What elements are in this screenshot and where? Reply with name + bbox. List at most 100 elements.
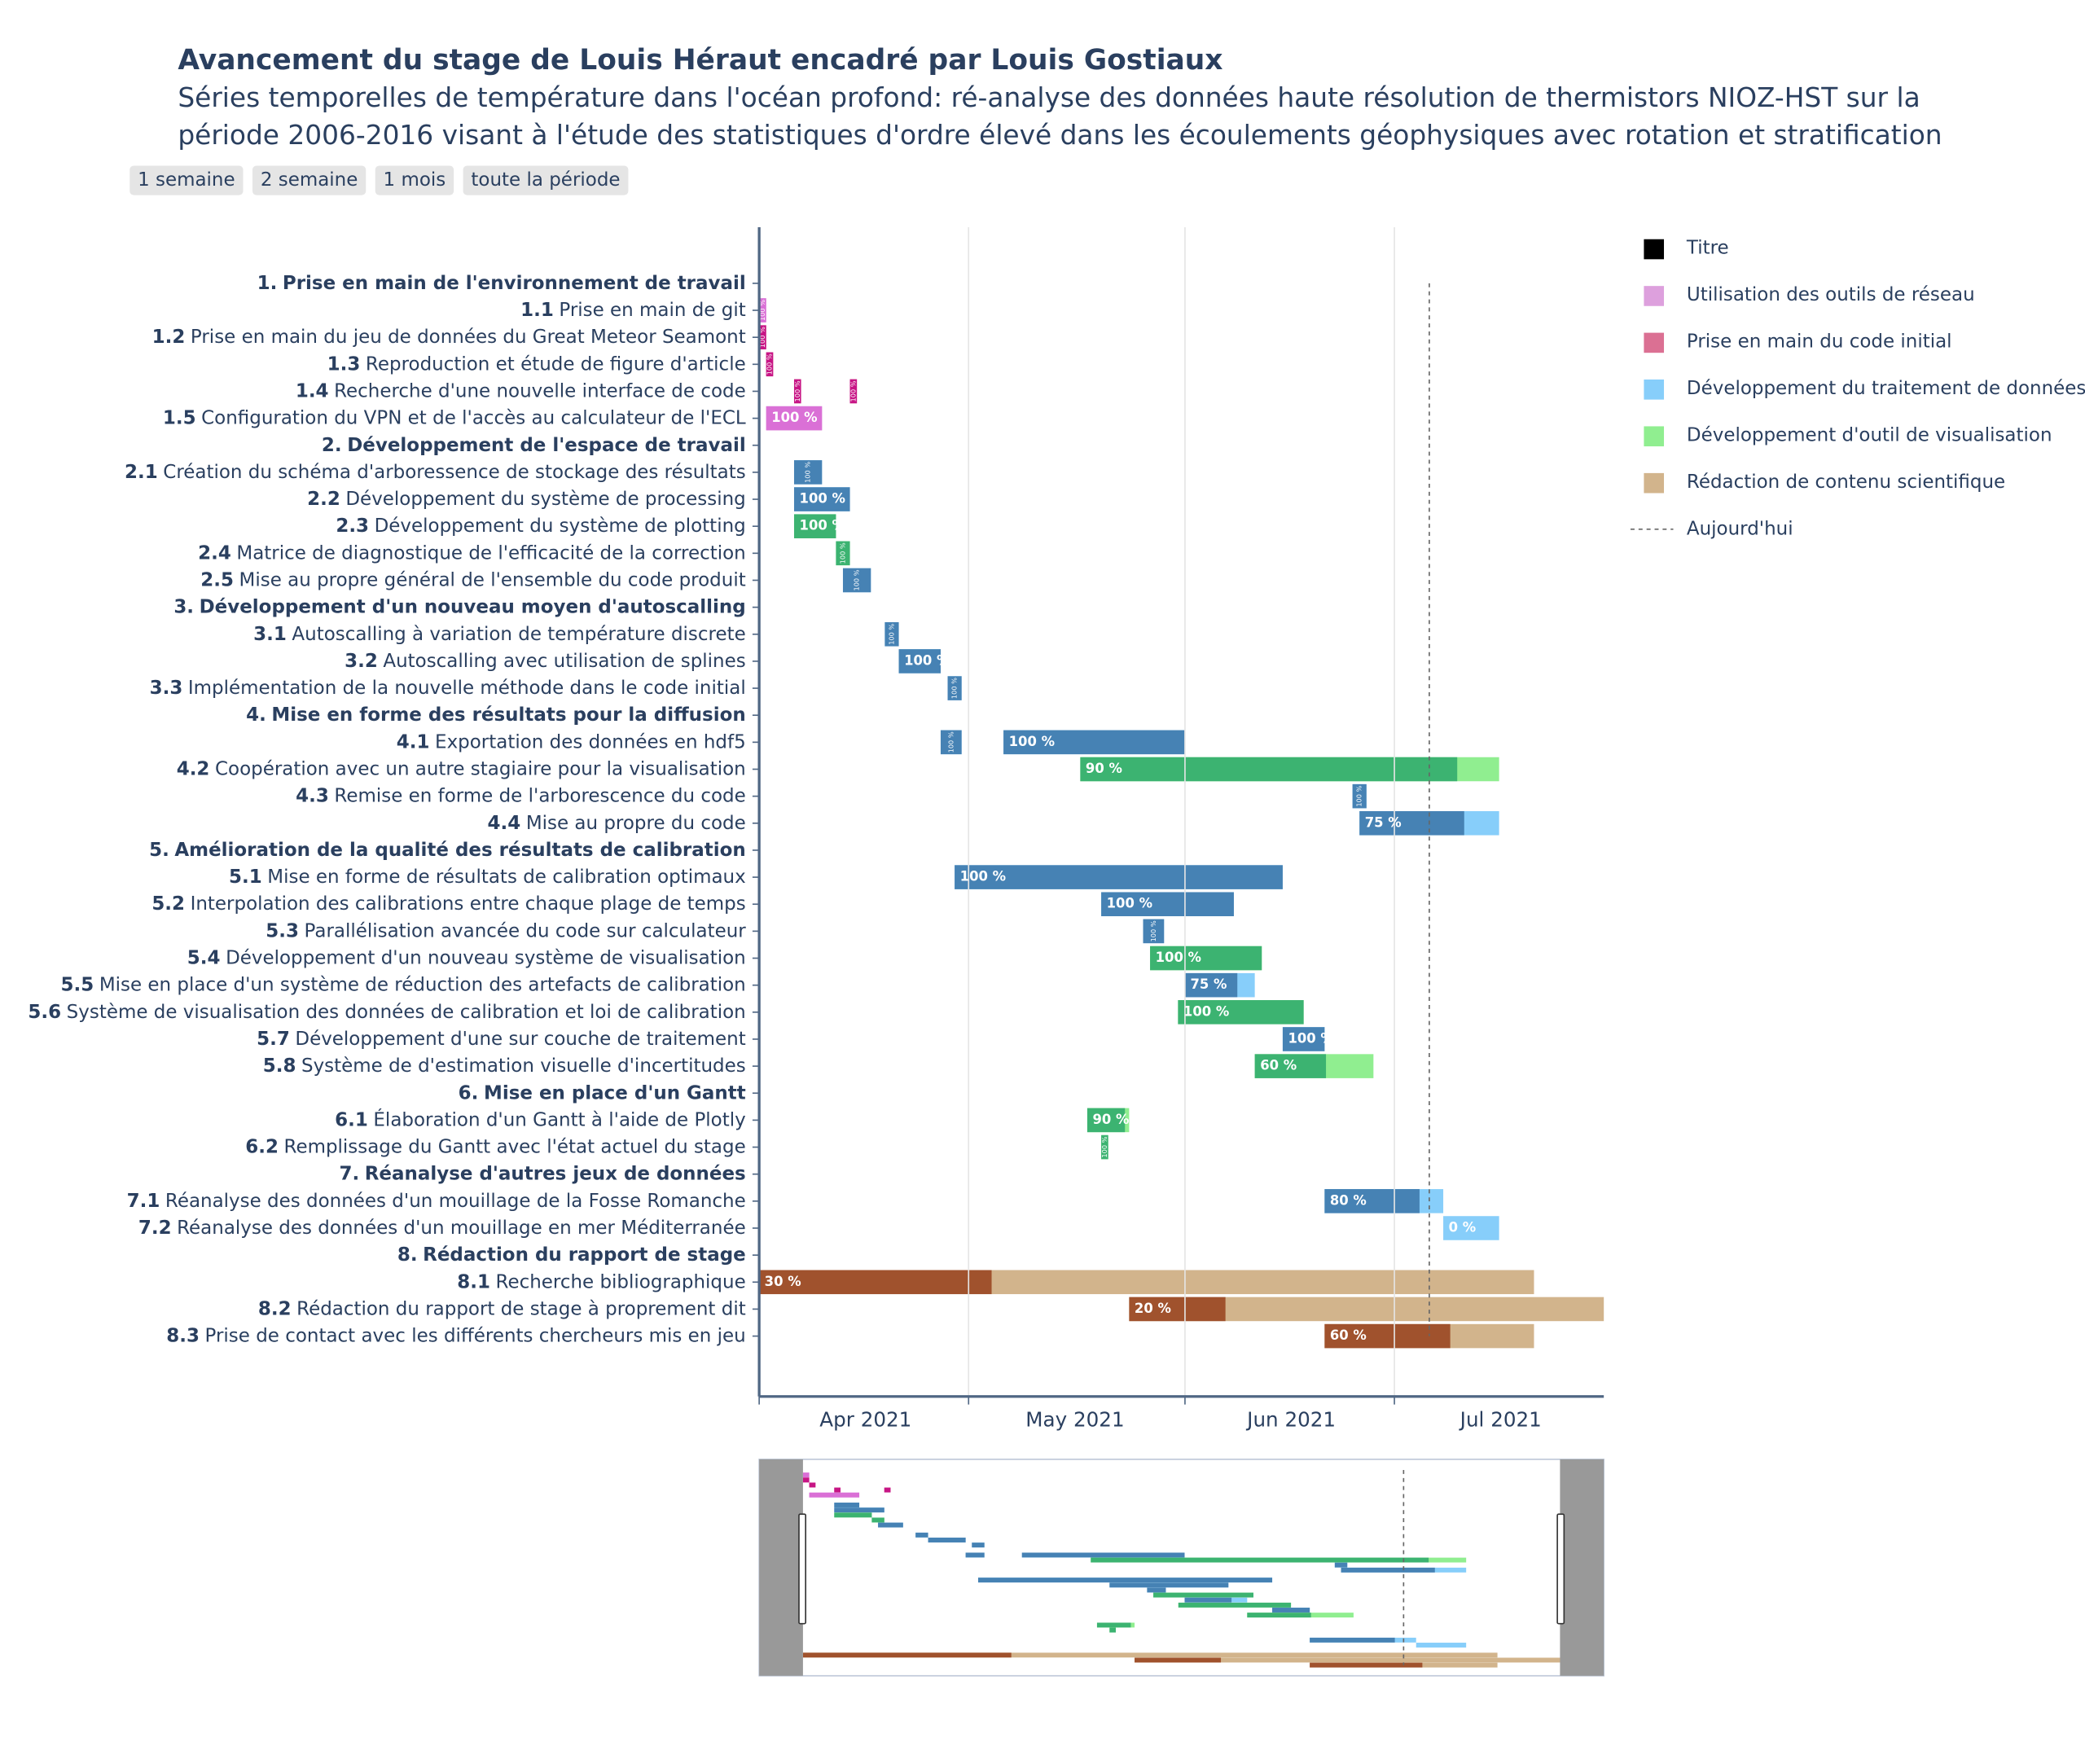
row-label: 4.3 Remise en forme de l'arborescence du … xyxy=(296,785,746,806)
task-bar xyxy=(1443,1216,1499,1240)
task-progress xyxy=(1003,730,1185,755)
progress-label: 100 % xyxy=(838,542,846,564)
slider-progress xyxy=(809,1492,860,1498)
slider-progress xyxy=(834,1507,884,1513)
row-text: Coopération avec un autre stagiaire pour… xyxy=(215,758,746,779)
slider-handle[interactable] xyxy=(798,1513,807,1625)
slider-progress xyxy=(1021,1552,1185,1558)
x-tick-label: May 2021 xyxy=(1025,1407,1124,1431)
x-tick-label: Apr 2021 xyxy=(819,1407,911,1431)
legend-swatch xyxy=(1644,380,1665,400)
range-button-bg[interactable] xyxy=(252,165,367,195)
row-label: 3. Développement d'un nouveau moyen d'aut… xyxy=(173,596,745,617)
row-text: Remplissage du Gantt avec l'état actuel … xyxy=(284,1136,746,1157)
legend-swatch xyxy=(1644,239,1665,260)
row-id: 5.3 xyxy=(266,920,299,941)
row-text: Prise en main de l'environnement de trav… xyxy=(283,272,746,293)
row-label: 4. Mise en forme des résultats pour la di… xyxy=(246,704,746,726)
row-label: 1.4 Recherche d'une nouvelle interface de… xyxy=(296,380,746,402)
task-progress xyxy=(898,649,941,674)
chart-subtitle: période 2006-2016 visant à l'étude des s… xyxy=(178,120,1942,151)
task-progress xyxy=(1101,1134,1108,1160)
range-button-bg[interactable] xyxy=(375,165,454,195)
task-progress xyxy=(766,352,774,377)
range-button-label[interactable]: 1 mois xyxy=(384,169,446,191)
slider-progress xyxy=(1247,1613,1311,1618)
row-id: 3. xyxy=(173,596,194,617)
row-text: Recherche d'une nouvelle interface de co… xyxy=(334,380,746,402)
slider-bar xyxy=(1416,1643,1467,1648)
range-button[interactable]: 1 semaine xyxy=(129,165,244,195)
slider-progress xyxy=(878,1522,903,1528)
row-id: 7. xyxy=(339,1163,359,1184)
range-button-label[interactable]: 1 semaine xyxy=(138,169,235,191)
task-progress xyxy=(1150,946,1262,971)
slider-progress xyxy=(1310,1637,1395,1643)
row-text: Création du schéma d'arboressence de sto… xyxy=(163,461,745,482)
row-text: Mise en forme de résultats de calibratio… xyxy=(267,867,745,888)
row-text: Reproduction et étude de figure d'articl… xyxy=(366,353,746,375)
plot-area: 100 % 100 % 100 % 100 % 100 % 100 % 100 % 100 %… xyxy=(758,298,1604,1349)
task-progress xyxy=(793,487,850,511)
row-text: Configuration du VPN et de l'accès au ca… xyxy=(201,407,746,428)
task-progress xyxy=(1086,1108,1126,1133)
range-button-bg[interactable] xyxy=(129,165,244,195)
progress-label: 90 % xyxy=(1086,761,1122,776)
range-button[interactable]: 1 mois xyxy=(375,165,454,195)
slider-progress xyxy=(871,1517,884,1523)
row-text: Prise en main du jeu de données du Great… xyxy=(191,327,746,348)
slider-progress xyxy=(1310,1662,1423,1668)
progress-label: 75 % xyxy=(1365,814,1402,830)
slider-handle[interactable] xyxy=(1556,1513,1565,1625)
progress-label: 0 % xyxy=(1449,1219,1477,1235)
slider-bar xyxy=(1135,1657,1567,1663)
slider-progress xyxy=(834,1503,860,1507)
task-progress xyxy=(1101,892,1234,917)
task-progress xyxy=(947,676,962,700)
row-label: 7.2 Réanalyse des données d'un mouillage … xyxy=(138,1217,746,1238)
task-progress xyxy=(1143,919,1165,944)
range-button[interactable]: toute la période xyxy=(463,165,629,195)
range-button[interactable]: 2 semaine xyxy=(252,165,367,195)
task-progress xyxy=(1352,783,1367,809)
task-progress xyxy=(842,568,871,593)
progress-label: 100 % xyxy=(904,652,950,668)
task-progress xyxy=(884,622,899,647)
range-button-label[interactable]: 2 semaine xyxy=(261,169,358,191)
x-tick-label: Jul 2021 xyxy=(1459,1407,1542,1431)
row-id: 2.1 xyxy=(125,461,158,482)
row-text: Rédaction du rapport de stage à propreme… xyxy=(296,1298,746,1319)
row-text: Développement du système de plotting xyxy=(375,516,746,537)
range-button-bg[interactable] xyxy=(463,165,629,195)
task-progress xyxy=(793,460,823,485)
x-tick-label: Jun 2021 xyxy=(1245,1407,1336,1431)
row-text: Système de d'estimation visuelle d'incer… xyxy=(301,1055,746,1077)
progress-label: 100 % xyxy=(758,327,766,348)
progress-label: 100 % xyxy=(1107,896,1152,911)
row-id: 8.1 xyxy=(457,1271,490,1292)
legend-swatch xyxy=(1644,426,1665,447)
row-id: 5.6 xyxy=(28,1001,61,1022)
row-label: 8.3 Prise de contact avec les différents … xyxy=(166,1325,745,1346)
row-label: 7. Réanalyse d'autres jeux de données xyxy=(339,1163,745,1184)
task-progress xyxy=(1324,1189,1420,1213)
row-label: 3.2 Autoscalling avec utilisation de spli… xyxy=(345,650,746,671)
progress-label: 100 % xyxy=(946,731,955,753)
slider-progress xyxy=(965,1552,985,1558)
range-button-label[interactable]: toute la période xyxy=(471,169,620,191)
task-progress xyxy=(766,406,823,431)
task-progress xyxy=(836,541,850,566)
progress-label: 30 % xyxy=(765,1274,801,1289)
row-label: 8. Rédaction du rapport de stage xyxy=(397,1244,746,1266)
slider-progress xyxy=(928,1538,966,1542)
row-label: 5.3 Parallélisation avancée du code sur c… xyxy=(266,920,746,941)
row-id: 2.5 xyxy=(200,569,234,590)
slider-progress xyxy=(1096,1622,1131,1628)
slider-progress xyxy=(972,1542,985,1548)
legend-label: Développement du traitement de données xyxy=(1687,378,2085,399)
row-text: Développement d'un nouveau système de vi… xyxy=(226,947,746,968)
row-label: 8.1 Recherche bibliographique xyxy=(457,1271,745,1292)
slider-mask xyxy=(759,1459,803,1676)
row-id: 2. xyxy=(322,434,342,455)
